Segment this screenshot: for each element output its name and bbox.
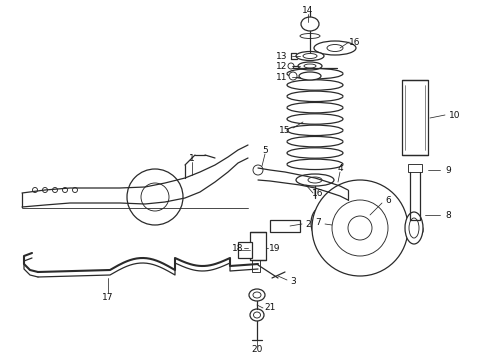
- Ellipse shape: [296, 51, 324, 60]
- Ellipse shape: [296, 174, 334, 186]
- Bar: [252, 260, 260, 272]
- Circle shape: [32, 188, 38, 193]
- Text: 10: 10: [449, 111, 461, 120]
- Ellipse shape: [250, 309, 264, 321]
- Circle shape: [348, 216, 372, 240]
- Circle shape: [73, 188, 77, 193]
- Text: 14: 14: [302, 5, 314, 14]
- Text: 16: 16: [349, 37, 361, 46]
- Text: 9: 9: [445, 166, 451, 175]
- Circle shape: [43, 188, 48, 193]
- Text: 12: 12: [276, 62, 288, 71]
- Ellipse shape: [298, 62, 322, 70]
- Ellipse shape: [303, 54, 317, 59]
- Circle shape: [141, 183, 169, 211]
- Text: 19: 19: [269, 243, 281, 252]
- Text: 18: 18: [232, 243, 244, 252]
- Bar: [238, 242, 252, 258]
- Text: 16: 16: [312, 189, 324, 198]
- Ellipse shape: [253, 292, 261, 298]
- Ellipse shape: [300, 33, 320, 39]
- Circle shape: [52, 188, 57, 193]
- Circle shape: [253, 165, 263, 175]
- Circle shape: [63, 188, 68, 193]
- Text: 15: 15: [279, 126, 291, 135]
- Text: 1: 1: [189, 153, 195, 162]
- Text: 11: 11: [276, 72, 288, 81]
- Circle shape: [407, 222, 423, 238]
- Ellipse shape: [308, 177, 322, 183]
- Circle shape: [340, 197, 356, 213]
- Ellipse shape: [316, 213, 328, 233]
- Text: 7: 7: [315, 217, 321, 226]
- Text: 8: 8: [445, 211, 451, 220]
- Text: 6: 6: [385, 195, 391, 204]
- Bar: [408, 164, 422, 172]
- Circle shape: [127, 169, 183, 225]
- Text: 17: 17: [102, 293, 114, 302]
- Circle shape: [289, 72, 297, 80]
- Text: 2: 2: [305, 220, 311, 229]
- Circle shape: [288, 63, 294, 69]
- Text: 5: 5: [262, 145, 268, 154]
- Bar: [402, 80, 428, 155]
- Ellipse shape: [314, 41, 356, 55]
- Bar: [250, 232, 266, 260]
- Ellipse shape: [301, 17, 319, 31]
- Ellipse shape: [405, 212, 423, 244]
- Text: 4: 4: [337, 163, 343, 172]
- Circle shape: [332, 200, 388, 256]
- Text: 3: 3: [290, 278, 296, 287]
- Ellipse shape: [311, 207, 333, 239]
- Text: 20: 20: [251, 346, 263, 355]
- Text: 21: 21: [264, 303, 276, 312]
- Circle shape: [312, 180, 408, 276]
- Circle shape: [411, 226, 419, 234]
- Text: 13: 13: [276, 51, 288, 60]
- Bar: [270, 220, 300, 232]
- Circle shape: [344, 201, 352, 209]
- Ellipse shape: [409, 218, 419, 238]
- Ellipse shape: [253, 312, 261, 318]
- Ellipse shape: [299, 72, 321, 80]
- Ellipse shape: [304, 64, 316, 68]
- Ellipse shape: [327, 45, 343, 51]
- Ellipse shape: [249, 289, 265, 301]
